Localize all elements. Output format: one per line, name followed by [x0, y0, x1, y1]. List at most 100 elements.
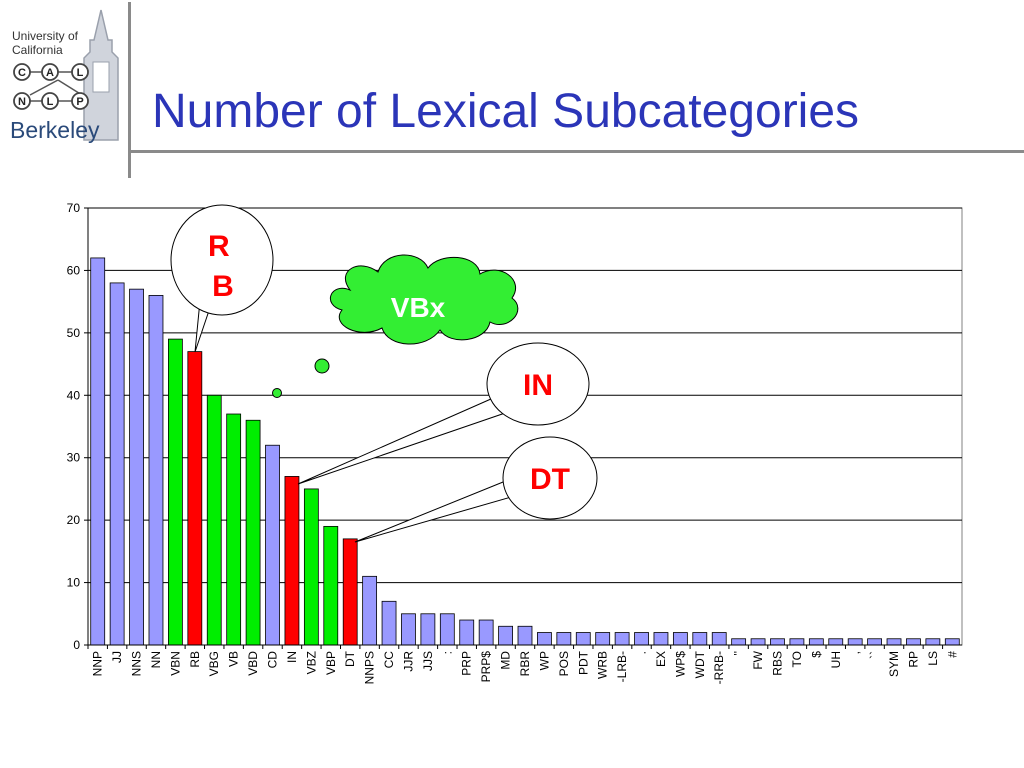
callouts: R B VBx IN DT — [170, 204, 598, 543]
bar-WP — [537, 632, 552, 646]
title-divider-horizontal — [128, 150, 1024, 153]
y-tick-label: 40 — [67, 388, 81, 402]
logo-letter: P — [76, 96, 83, 108]
x-tick-label: MD — [499, 651, 513, 670]
bar-RP — [906, 638, 921, 646]
x-tick-label: NNPS — [363, 651, 377, 684]
bar-WP$ — [672, 632, 688, 646]
bar-POS — [556, 632, 572, 646]
x-tick-label: WP$ — [673, 651, 687, 677]
x-tick-label: IN — [285, 651, 299, 663]
x-tick-label: NNS — [130, 651, 144, 676]
bar-SYM — [886, 638, 902, 646]
logo-name: Berkeley — [10, 117, 100, 143]
axes: 0 10 20 30 40 50 60 70 NNP JJ NNS NN VBN RB VBG VB VBD CD… — [67, 201, 962, 684]
x-tick-label: VBP — [324, 651, 338, 675]
slide-title: Number of Lexical Subcategories — [152, 85, 860, 138]
bar-RB — [187, 351, 203, 646]
x-tick-label: EX — [654, 651, 668, 667]
x-tick-label: FW — [751, 650, 765, 669]
x-tick-label: WRB — [596, 651, 610, 679]
x-tick-label: PRP$ — [479, 651, 493, 683]
bar-, — [847, 638, 863, 646]
x-tick-label: , — [848, 651, 862, 654]
x-tick-label: `` — [868, 651, 882, 659]
x-tick-label: JJS — [421, 651, 435, 671]
bar-VBG — [206, 394, 222, 646]
bar-LS — [925, 638, 941, 646]
x-tick-label: -LRB- — [615, 651, 629, 682]
logo-line2: California — [12, 43, 63, 57]
vbx-cloud — [272, 254, 519, 398]
logo-letter: L — [47, 96, 54, 108]
in-callout-label: IN — [523, 369, 553, 402]
x-tick-label: CD — [266, 651, 280, 669]
x-tick-label: VBN — [168, 651, 182, 676]
x-tick-label: LS — [926, 651, 940, 666]
bar-UH — [828, 638, 844, 646]
x-tick-label: JJR — [401, 651, 415, 672]
x-tick-label: RBS — [770, 651, 784, 676]
bar-CC — [381, 600, 397, 646]
x-tick-label: JJ — [110, 651, 124, 663]
bar--LRB- — [614, 632, 630, 646]
bar-# — [944, 638, 960, 646]
bar-PRP — [459, 619, 475, 646]
dt-callout-pointer — [354, 479, 519, 543]
in-callout-pointer — [297, 394, 515, 485]
bar-NNPS — [362, 575, 378, 646]
bar--RRB- — [711, 632, 727, 646]
bar-`` — [867, 638, 882, 646]
bar-RBR — [517, 625, 533, 646]
bar-VBD — [245, 419, 261, 646]
title-divider-vertical — [128, 2, 131, 178]
x-tick-label: NNP — [91, 651, 105, 676]
bar-NNS — [129, 288, 144, 646]
bar-'' — [731, 638, 747, 646]
bar-VBZ — [303, 488, 319, 646]
bar-TO — [789, 638, 805, 646]
bar-VBP — [323, 525, 339, 646]
x-tick-label: RP — [906, 651, 920, 668]
bar-FW — [750, 638, 766, 646]
x-tick-label: RB — [188, 651, 202, 668]
y-tick-label: 10 — [67, 576, 81, 590]
x-tick-label: WDT — [693, 650, 707, 678]
x-tick-label: $ — [809, 651, 823, 658]
bar-VB — [226, 413, 242, 646]
x-tick-label: TO — [790, 651, 804, 667]
bar-: — [439, 613, 455, 646]
bar-WDT — [692, 632, 708, 646]
x-tick-label: # — [945, 651, 959, 658]
logo-letter: N — [18, 96, 26, 108]
bar-PDT — [575, 632, 591, 646]
rb-callout-label: R B — [208, 230, 238, 303]
x-tick-label: '' — [732, 651, 746, 656]
bar-JJS — [420, 613, 436, 646]
bar-EX — [653, 632, 669, 646]
x-tick-label: VBD — [246, 651, 260, 676]
bar-$ — [808, 638, 824, 646]
rb-callout-bubble — [170, 204, 274, 316]
bar-DT — [342, 538, 358, 646]
x-tick-label: POS — [557, 651, 571, 676]
dt-callout-label: DT — [530, 463, 570, 496]
x-tick-label: DT — [343, 650, 357, 667]
y-tick-label: 0 — [73, 638, 80, 652]
logo-letter: L — [77, 67, 84, 79]
university-logo: University of California C A L N L P Ber… — [10, 9, 119, 143]
bar-MD — [498, 625, 513, 646]
vbx-cloud-label: VBx — [391, 292, 446, 323]
in-callout-bubble — [486, 342, 590, 426]
bar-CD — [265, 444, 280, 646]
x-tick-label: WP — [537, 651, 551, 670]
bar-PRP$ — [478, 619, 494, 646]
logo-letter: C — [18, 67, 26, 79]
x-tick-label: -RRB- — [712, 651, 726, 684]
x-tick-label: . — [635, 651, 649, 654]
logo-line1: University of — [12, 29, 79, 43]
bar-JJ — [109, 282, 125, 646]
y-tick-label: 30 — [67, 451, 81, 465]
y-tick-label: 70 — [67, 201, 81, 215]
